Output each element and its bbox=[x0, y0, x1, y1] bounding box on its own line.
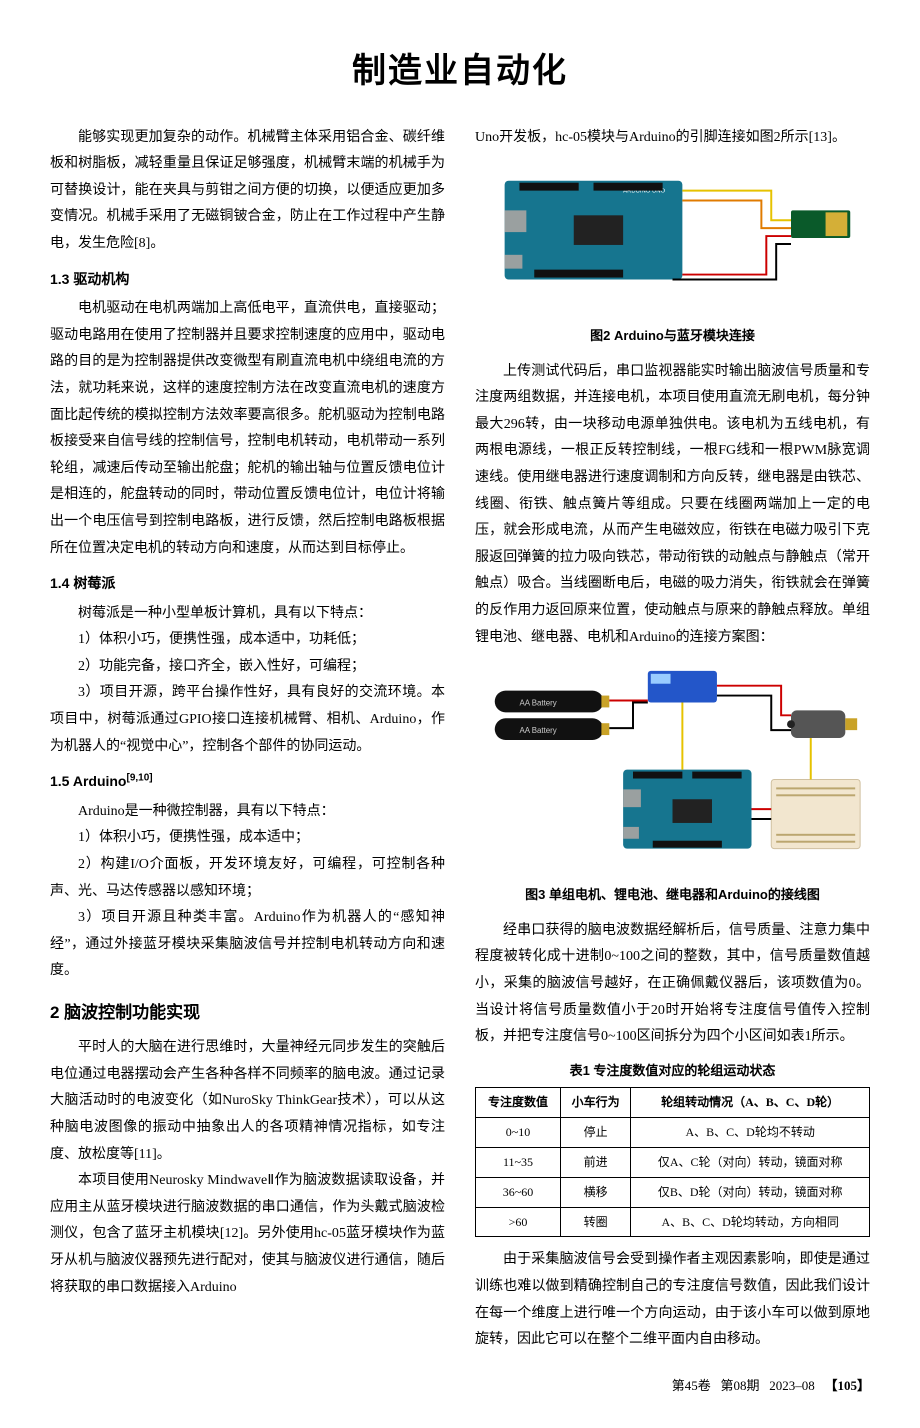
figure-2-svg: ARDUINO UNO bbox=[475, 161, 870, 309]
para-r1: Uno开发板，hc-05模块与Arduino的引脚连接如图2所示[13]。 bbox=[475, 125, 870, 152]
left-column: 能够实现更加复杂的动作。机械臂主体采用铝合金、碳纤维板和树脂板，减轻重量且保证足… bbox=[50, 125, 445, 1354]
footer-page: 【105】 bbox=[824, 1378, 870, 1393]
table-cell: 前进 bbox=[561, 1148, 631, 1178]
table-cell: 36~60 bbox=[476, 1177, 561, 1207]
heading-1-5: 1.5 Arduino[9,10] bbox=[50, 768, 445, 795]
right-column: Uno开发板，hc-05模块与Arduino的引脚连接如图2所示[13]。 AR… bbox=[475, 125, 870, 1354]
para-l2: 电机驱动在电机两端加上高低电平，直流供电，直接驱动；驱动电路用在使用了控制器并且… bbox=[50, 296, 445, 562]
figure-3-caption: 图3 单组电机、锂电池、继电器和Arduino的接线图 bbox=[475, 883, 870, 908]
list-15-2: 2）构建I/O介面板，开发环境友好，可编程，可控制各种声、光、马达传感器以感知环… bbox=[50, 852, 445, 905]
para-l4: Arduino是一种微控制器，具有以下特点： bbox=[50, 799, 445, 826]
footer-volume: 第45卷 bbox=[672, 1378, 711, 1393]
figure-3: AA Battery AA Battery bbox=[475, 661, 870, 879]
para-r3: 经串口获得的脑电波数据经解析后，信号质量、注意力集中程度被转化成十进制0~100… bbox=[475, 918, 870, 1051]
para-l5: 平时人的大脑在进行思维时，大量神经元同步发生的突触后电位通过电器摆动会产生各种各… bbox=[50, 1035, 445, 1168]
page-footer: 第45卷 第08期 2023–08 【105】 bbox=[50, 1374, 870, 1399]
table-cell: 横移 bbox=[561, 1177, 631, 1207]
para-l3: 树莓派是一种小型单板计算机，具有以下特点： bbox=[50, 601, 445, 628]
table-row: 专注度数值 小车行为 轮组转动情况（A、B、C、D轮） bbox=[476, 1088, 870, 1118]
heading-1-4: 1.4 树莓派 bbox=[50, 570, 445, 597]
table-cell: A、B、C、D轮均转动，方向相同 bbox=[631, 1207, 870, 1237]
list-15-3: 3）项目开源且种类丰富。Arduino作为机器人的“感知神经”，通过外接蓝牙模块… bbox=[50, 905, 445, 985]
battery-label-2: AA Battery bbox=[519, 726, 556, 735]
table-1-caption: 表1 专注度数值对应的轮组运动状态 bbox=[475, 1059, 870, 1084]
table-cell: 转圈 bbox=[561, 1207, 631, 1237]
journal-title: 制造业自动化 bbox=[50, 40, 870, 105]
table-cell: 停止 bbox=[561, 1118, 631, 1148]
table-cell: 仅B、D轮（对向）转动，镜面对称 bbox=[631, 1177, 870, 1207]
footer-date: 2023–08 bbox=[769, 1378, 815, 1393]
para-l6: 本项目使用Neurosky MindwaveⅡ作为脑波数据读取设备，并应用主从蓝… bbox=[50, 1168, 445, 1301]
heading-1-5-text: 1.5 Arduino bbox=[50, 773, 127, 789]
table-cell: 11~35 bbox=[476, 1148, 561, 1178]
table-row: >60 转圈 A、B、C、D轮均转动，方向相同 bbox=[476, 1207, 870, 1237]
figure-3-svg: AA Battery AA Battery bbox=[475, 661, 870, 868]
list-14-2: 2）功能完备，接口齐全，嵌入性好，可编程； bbox=[50, 654, 445, 681]
list-14-1: 1）体积小巧，便携性强，成本适中，功耗低； bbox=[50, 627, 445, 654]
table-row: 11~35 前进 仅A、C轮（对向）转动，镜面对称 bbox=[476, 1148, 870, 1178]
table-cell: >60 bbox=[476, 1207, 561, 1237]
list-14-3: 3）项目开源，跨平台操作性好，具有良好的交流环境。本项目中，树莓派通过GPIO接… bbox=[50, 680, 445, 760]
heading-1-5-cite: [9,10] bbox=[127, 773, 153, 784]
table-header: 小车行为 bbox=[561, 1088, 631, 1118]
table-cell: A、B、C、D轮均不转动 bbox=[631, 1118, 870, 1148]
heading-2: 2 脑波控制功能实现 bbox=[50, 997, 445, 1029]
table-header: 专注度数值 bbox=[476, 1088, 561, 1118]
table-header: 轮组转动情况（A、B、C、D轮） bbox=[631, 1088, 870, 1118]
content-columns: 能够实现更加复杂的动作。机械臂主体采用铝合金、碳纤维板和树脂板，减轻重量且保证足… bbox=[50, 125, 870, 1354]
table-row: 36~60 横移 仅B、D轮（对向）转动，镜面对称 bbox=[476, 1177, 870, 1207]
para-r2: 上传测试代码后，串口监视器能实时输出脑波信号质量和专注度两组数据，并连接电机，本… bbox=[475, 359, 870, 652]
list-15-1: 1）体积小巧，便携性强，成本适中； bbox=[50, 825, 445, 852]
footer-issue: 第08期 bbox=[720, 1378, 759, 1393]
battery-label-1: AA Battery bbox=[519, 699, 556, 708]
figure-2: ARDUINO UNO bbox=[475, 161, 870, 320]
para-l1: 能够实现更加复杂的动作。机械臂主体采用铝合金、碳纤维板和树脂板，减轻重量且保证足… bbox=[50, 125, 445, 258]
table-row: 0~10 停止 A、B、C、D轮均不转动 bbox=[476, 1118, 870, 1148]
table-1: 专注度数值 小车行为 轮组转动情况（A、B、C、D轮） 0~10 停止 A、B、… bbox=[475, 1087, 870, 1237]
figure-2-caption: 图2 Arduino与蓝牙模块连接 bbox=[475, 324, 870, 349]
table-cell: 0~10 bbox=[476, 1118, 561, 1148]
para-r4: 由于采集脑波信号会受到操作者主观因素影响，即使是通过训练也难以做到精确控制自己的… bbox=[475, 1247, 870, 1353]
table-cell: 仅A、C轮（对向）转动，镜面对称 bbox=[631, 1148, 870, 1178]
heading-1-3: 1.3 驱动机构 bbox=[50, 266, 445, 293]
